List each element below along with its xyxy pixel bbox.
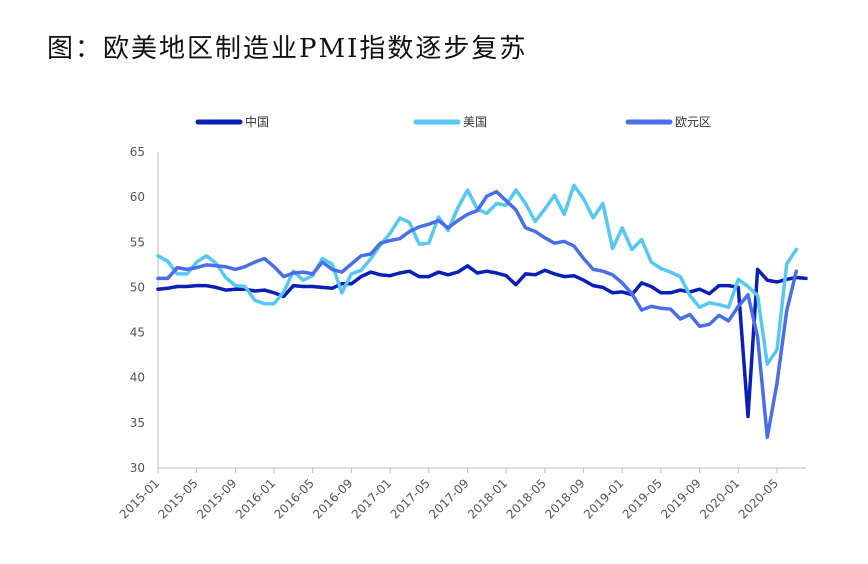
x-tick-label: 2018-05: [504, 476, 549, 521]
y-tick-label: 65: [130, 145, 145, 159]
y-tick-label: 50: [130, 280, 145, 294]
x-tick-label: 2016-05: [272, 476, 317, 521]
y-tick-label: 60: [130, 190, 145, 204]
chart-legend: 中国 美国 欧元区: [195, 114, 711, 129]
chart-series: [156, 183, 808, 440]
x-tick-label: 2017-05: [388, 476, 433, 521]
x-tick-label: 2017-01: [349, 476, 394, 521]
series-line-1: [156, 264, 808, 419]
x-tick-label: 2018-09: [542, 476, 587, 521]
x-tick-label: 2016-09: [310, 476, 355, 521]
x-tick-label: 2016-01: [233, 476, 278, 521]
y-tick-label: 45: [130, 326, 145, 340]
series-line-3: [156, 189, 799, 440]
x-tick-label: 2019-05: [620, 476, 665, 521]
y-tick-label: 40: [130, 371, 145, 385]
legend-label-1: 中国: [245, 114, 269, 129]
legend-label-3: 欧元区: [675, 115, 711, 129]
x-tick-label: 2020-01: [697, 476, 742, 521]
legend-label-2: 美国: [463, 115, 487, 129]
x-tick-label: 2018-01: [465, 476, 510, 521]
y-tick-label: 30: [130, 461, 145, 475]
x-tick-label: 2015-05: [155, 476, 200, 521]
y-tick-label: 55: [130, 235, 145, 249]
x-tick-label: 2015-09: [194, 476, 239, 521]
x-tick-label: 2020-05: [736, 476, 781, 521]
figure-title: 图：欧美地区制造业PMI指数逐步复苏: [47, 34, 528, 64]
x-tick-label: 2017-09: [426, 476, 471, 521]
x-tick-label: 2015-01: [117, 476, 162, 521]
y-tick-label: 35: [130, 416, 145, 430]
x-tick-label: 2019-09: [658, 476, 703, 521]
x-tick-label: 2019-01: [581, 476, 626, 521]
